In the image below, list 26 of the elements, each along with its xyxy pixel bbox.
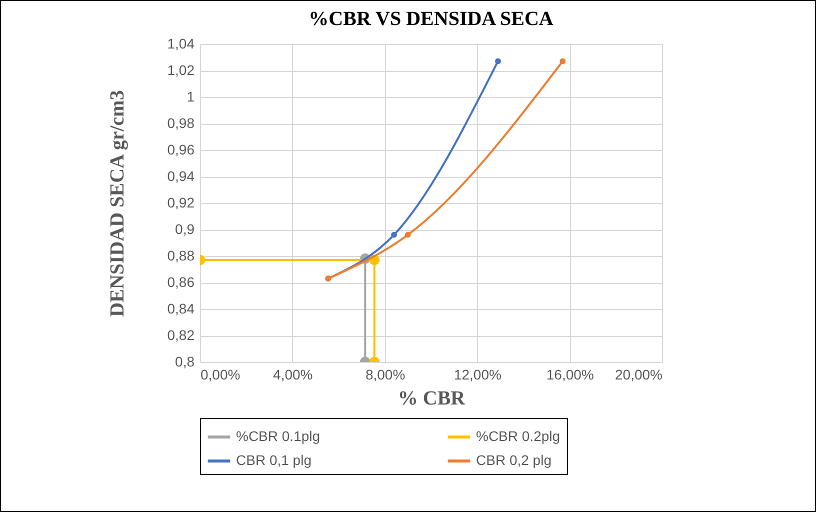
y-tick-label: 0,86 xyxy=(167,274,195,290)
y-tick-label: 1,04 xyxy=(167,36,195,52)
x-axis-title: % CBR xyxy=(398,388,466,410)
y-tick-label: 1,02 xyxy=(167,62,195,78)
x-tick-label: 12,00% xyxy=(454,366,502,382)
x-tick-label: 0,00% xyxy=(200,366,240,382)
x-tick-label: 4,00% xyxy=(273,366,313,382)
legend-label: %CBR 0.1plg xyxy=(236,428,320,444)
y-tick-label: 1 xyxy=(186,88,195,104)
y-tick-label: 0,94 xyxy=(167,168,195,184)
y-tick-label: 0,82 xyxy=(167,327,195,343)
y-tick-label: 0,88 xyxy=(167,248,195,264)
y-tick-label: 0,98 xyxy=(167,115,195,131)
y-tick-label: 0,8 xyxy=(175,354,195,370)
x-tick-label: 8,00% xyxy=(365,366,406,382)
chart-title: %CBR VS DENSIDA SECA xyxy=(308,8,554,30)
x-tick-label: 20,00% xyxy=(615,366,662,382)
legend-label: CBR 0,1 plg xyxy=(236,452,312,468)
legend-label: CBR 0,2 plg xyxy=(476,452,552,468)
legend-label: %CBR 0.2plg xyxy=(476,428,560,444)
y-tick-label: 0,84 xyxy=(167,300,195,316)
y-tick-label: 0,9 xyxy=(175,221,195,237)
y-tick-label: 0,96 xyxy=(167,142,195,158)
x-tick-label: 16,00% xyxy=(546,366,594,382)
y-axis-title: DENSIDAD SECA gr/cm3 xyxy=(106,90,128,317)
y-tick-label: 0,92 xyxy=(167,194,195,210)
